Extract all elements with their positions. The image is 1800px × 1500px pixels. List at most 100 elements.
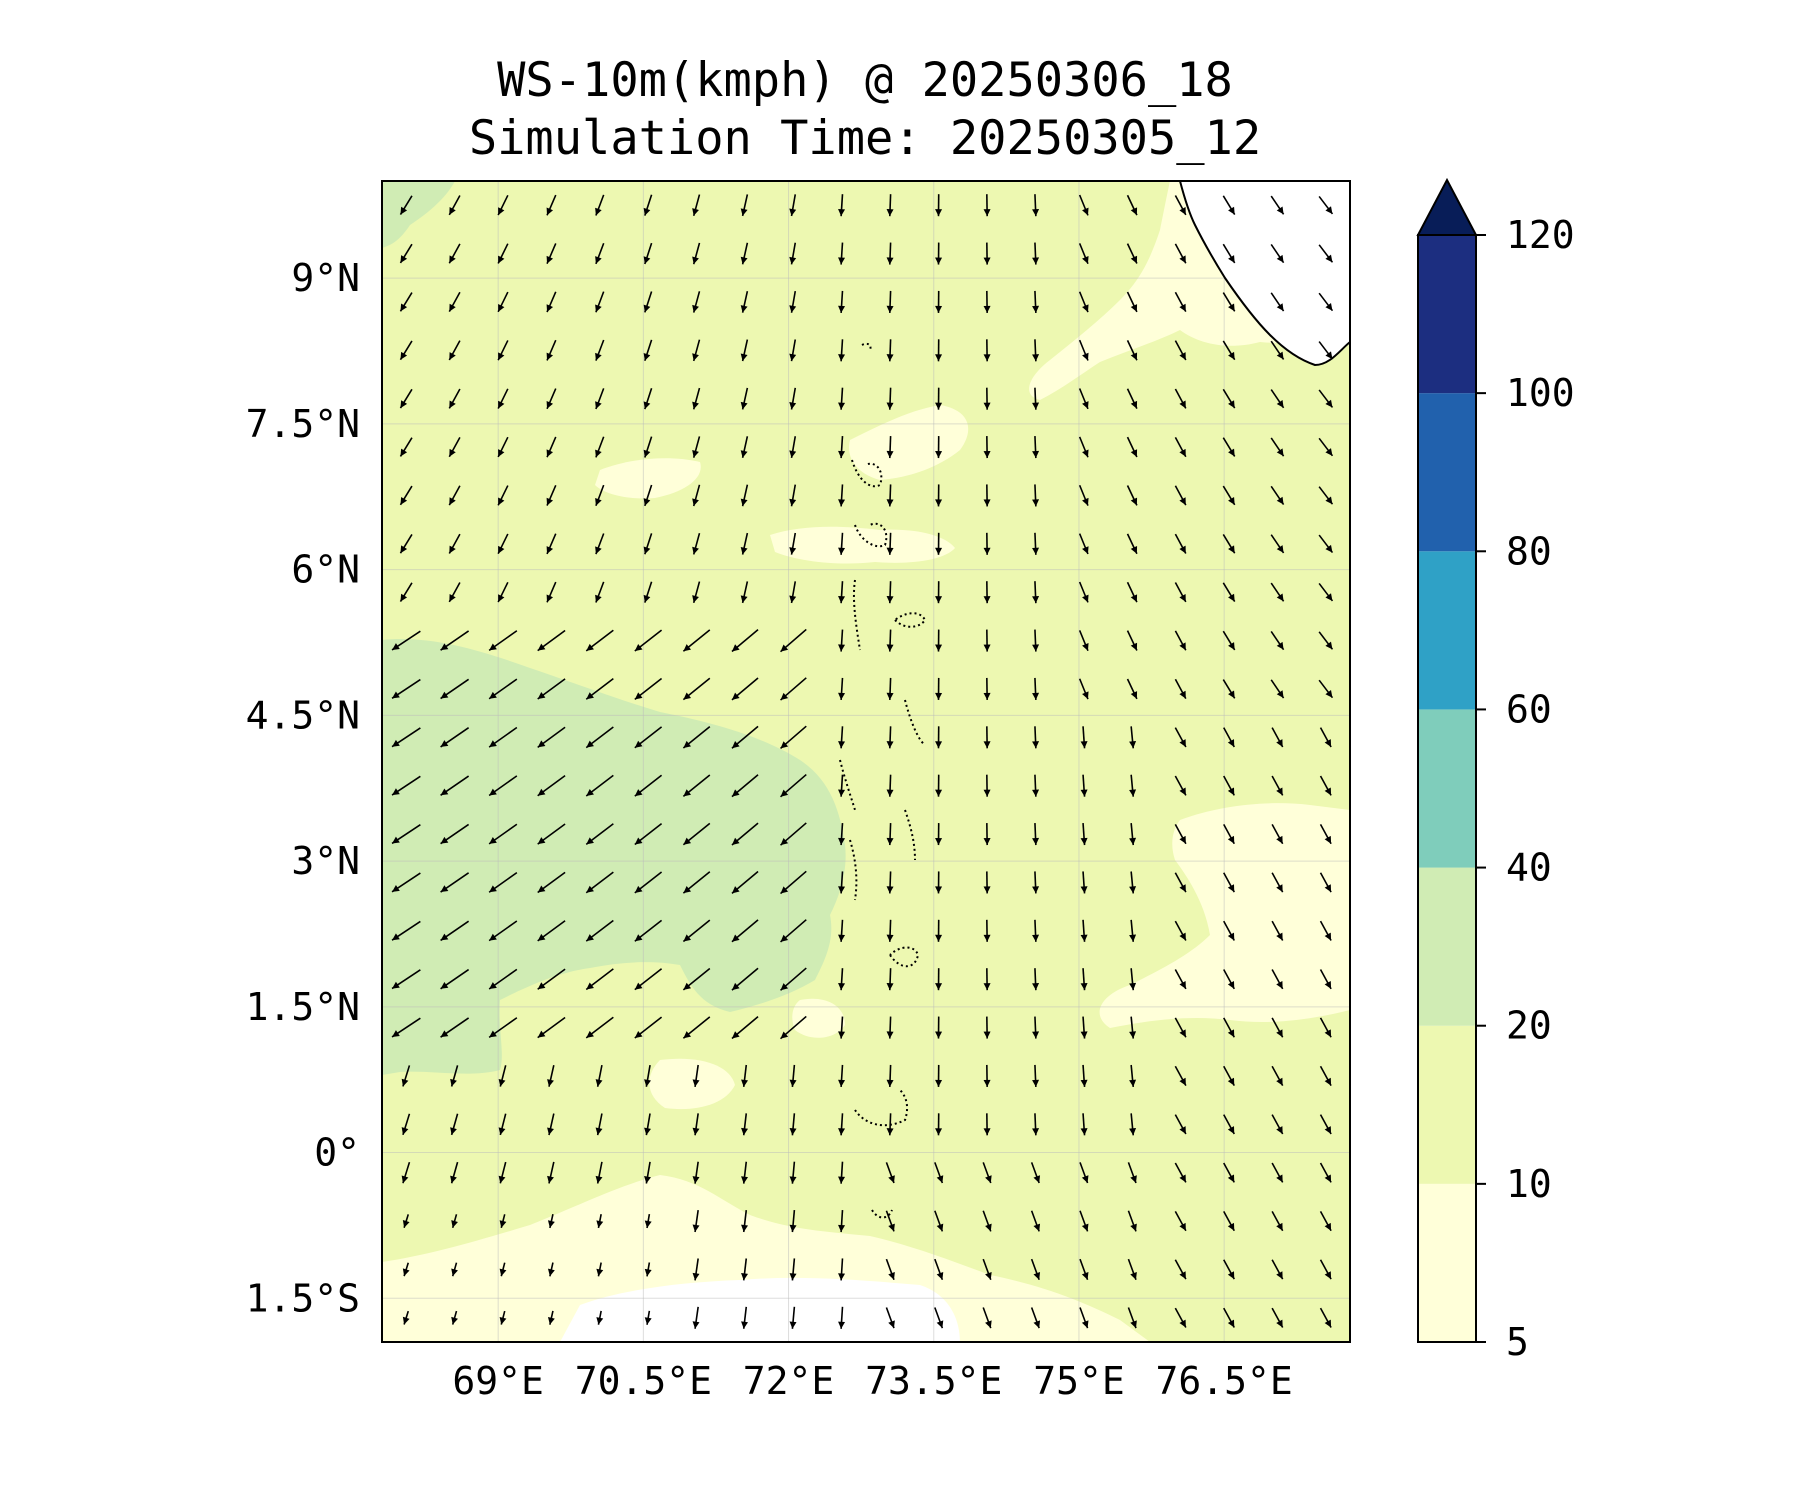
wind-arrow xyxy=(886,339,894,362)
wind-arrow xyxy=(1222,630,1236,651)
wind-arrow xyxy=(1079,1210,1089,1232)
wind-arrow xyxy=(1079,1162,1089,1184)
wind-arrow xyxy=(1223,824,1235,845)
wind-arrow xyxy=(1271,1162,1284,1183)
wind-arrow xyxy=(682,967,711,991)
wind-arrow xyxy=(440,630,470,651)
wind-arrow xyxy=(1129,968,1137,991)
wind-arrow xyxy=(692,436,701,458)
wind-arrow xyxy=(399,534,413,554)
wind-arrow xyxy=(1129,774,1137,797)
wind-arrow xyxy=(1129,726,1137,749)
wind-arrow xyxy=(1126,340,1138,361)
wind-arrow xyxy=(1223,1162,1235,1183)
x-tick-label: 69°E xyxy=(452,1359,544,1403)
colorbar: 5 10 20 40 60 80 100 120 xyxy=(1416,177,1575,1364)
wind-arrow xyxy=(838,532,846,555)
colorbar-segment xyxy=(1418,867,1476,1026)
colorbar-tick-label: 40 xyxy=(1506,846,1552,890)
wind-arrow xyxy=(1126,194,1138,216)
wind-arrow xyxy=(983,242,991,265)
wind-arrow xyxy=(983,436,991,459)
wind-arrow xyxy=(448,195,461,216)
wind-arrow xyxy=(1174,436,1187,458)
wind-arrow xyxy=(885,1258,895,1281)
wind-arrow xyxy=(440,968,470,990)
wind-arrow xyxy=(1174,1162,1187,1183)
wind-arrow xyxy=(546,436,557,458)
x-tick-label: 70.5°E xyxy=(575,1359,712,1403)
wind-arrow xyxy=(585,774,614,797)
wind-arrow xyxy=(1223,1259,1235,1280)
wind-arrow xyxy=(1319,1114,1332,1135)
contour-5-10-east-band xyxy=(1099,803,1350,1028)
wind-arrow xyxy=(643,291,653,313)
wind-arrow xyxy=(1222,582,1236,603)
wind-arrow xyxy=(1126,388,1138,409)
wind-arrow xyxy=(740,581,749,604)
wind-arrow xyxy=(885,1307,895,1329)
colorbar-frame xyxy=(1417,234,1477,1343)
wind-arrow xyxy=(740,484,749,507)
wind-arrow xyxy=(682,871,711,894)
wind-arrow xyxy=(1032,629,1040,652)
wind-arrow xyxy=(983,290,991,313)
wind-arrow xyxy=(402,1310,410,1325)
island-chain-north xyxy=(851,459,883,488)
wind-arrow xyxy=(838,677,846,700)
wind-arrow xyxy=(450,1113,459,1136)
wind-arrow xyxy=(451,1310,458,1325)
wind-arrow xyxy=(537,968,566,990)
wind-arrow xyxy=(935,823,943,846)
wind-arrow xyxy=(1080,1016,1088,1039)
wind-arrow xyxy=(448,582,461,603)
wind-arrow xyxy=(838,1016,846,1039)
wind-arrow xyxy=(1318,486,1334,505)
wind-arrow xyxy=(692,1258,700,1281)
wind-arrow xyxy=(1080,968,1088,991)
wind-arrow xyxy=(1271,920,1284,941)
wind-arrow xyxy=(1271,872,1284,893)
wind-arrow xyxy=(546,243,557,264)
wind-arrow xyxy=(595,242,605,265)
wind-arrow xyxy=(692,1306,700,1329)
contour-20-40-corner xyxy=(382,181,455,248)
wind-arrow xyxy=(692,339,701,362)
wind-arrow xyxy=(1126,485,1138,506)
colorbar-tick-label: 80 xyxy=(1506,529,1552,573)
wind-arrow xyxy=(1032,484,1040,507)
wind-arrow xyxy=(1174,485,1187,506)
colorbar-segment xyxy=(1418,551,1476,710)
wind-arrow xyxy=(399,195,413,215)
wind-arrow xyxy=(1319,1259,1332,1280)
wind-arrow xyxy=(440,920,470,942)
wind-arrow xyxy=(391,823,421,845)
wind-arrow xyxy=(692,1161,700,1184)
wind-arrow xyxy=(1078,533,1089,555)
wind-arrow xyxy=(1078,581,1089,603)
colorbar-tick-label: 100 xyxy=(1506,371,1575,415)
wind-arrow xyxy=(1129,1064,1137,1087)
wind-arrow xyxy=(537,774,566,797)
wind-arrow xyxy=(1079,1258,1089,1281)
wind-arrow xyxy=(982,1307,992,1329)
wind-arrow xyxy=(399,292,413,312)
wind-arrow xyxy=(537,920,566,942)
wind-arrow xyxy=(692,581,701,604)
wind-arrow xyxy=(1223,727,1235,748)
wind-arrow xyxy=(1318,389,1334,408)
wind-arrow xyxy=(440,775,470,796)
colorbar-tick-label: 120 xyxy=(1506,213,1575,257)
wind-arrow xyxy=(682,725,711,749)
wind-arrow xyxy=(838,194,846,217)
wind-arrow xyxy=(789,1306,797,1329)
wind-arrow xyxy=(498,1113,507,1136)
wind-arrow xyxy=(488,1017,518,1039)
wind-arrow xyxy=(886,871,894,894)
wind-arrow xyxy=(1223,1017,1235,1038)
wind-arrow xyxy=(1270,389,1285,409)
wind-arrow xyxy=(789,1258,797,1281)
colorbar-tick-label: 20 xyxy=(1506,1004,1552,1048)
wind-arrow xyxy=(596,1310,604,1325)
wind-arrow xyxy=(789,484,797,507)
